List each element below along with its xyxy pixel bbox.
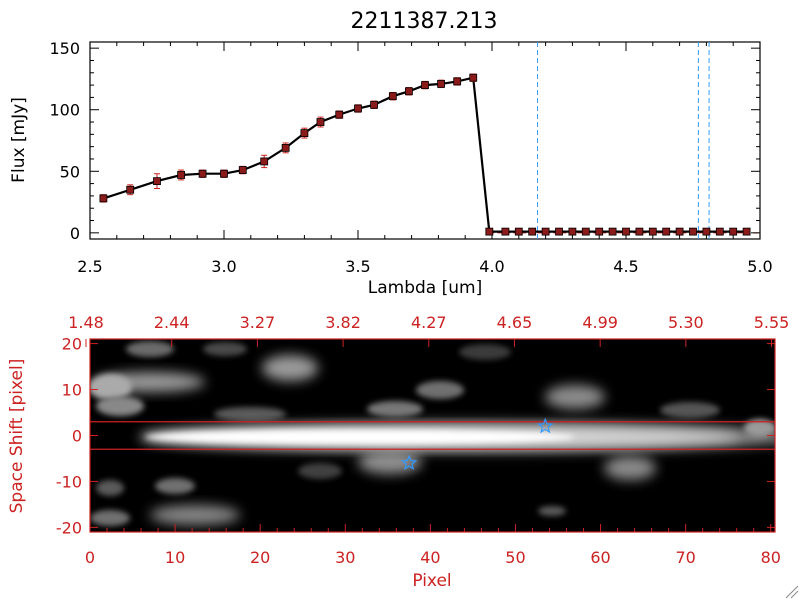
flux-point: [177, 171, 186, 179]
top-axis-ticks: 2.5 3.0 3.5 4.0 4.5 5.0 0 50 100 150: [49, 39, 772, 276]
top-x-tick-label: 4.0: [479, 257, 504, 276]
flux-point: [608, 227, 617, 236]
top-x-axis-label: Lambda [um]: [368, 278, 482, 298]
flux-point: [595, 227, 604, 236]
flux-point: [528, 227, 537, 236]
top-x-tick-label: 3.0: [211, 257, 236, 276]
bottom-x-tick-label: 50: [505, 548, 525, 567]
star-marker: [400, 454, 418, 471]
image-emission: [90, 341, 775, 526]
flux-point: [555, 227, 563, 236]
flux-point: [260, 157, 269, 166]
bottom-y-tick-label: -20: [56, 518, 82, 537]
bottom-x-axis-label: Pixel: [412, 571, 451, 591]
top-y-tick-label: 150: [49, 39, 80, 58]
top-wavelength-tick-label: 2.44: [154, 313, 190, 332]
top-plot-frame: [89, 41, 761, 240]
extraction-aperture-lines: [90, 421, 775, 450]
top-x-tick-label: 3.5: [345, 257, 370, 276]
bottom-y-tick-label: 20: [62, 335, 82, 354]
flux-point: [469, 73, 478, 82]
flux-point: [568, 227, 577, 236]
bottom-x-tick-label: 40: [420, 548, 440, 567]
bottom-y-tick-label: -10: [56, 472, 82, 491]
star-marker: [536, 417, 554, 434]
top-wavelength-tick-label: 3.82: [325, 313, 361, 332]
flux-point: [541, 227, 550, 236]
flux-point: [622, 227, 630, 236]
top-x-tick-label: 4.5: [613, 257, 638, 276]
flux-point: [300, 129, 309, 138]
flux-point: [220, 169, 228, 178]
flux-point: [501, 227, 510, 236]
top-y-tick-label: 100: [49, 101, 80, 120]
flux-point: [742, 227, 751, 236]
flux-point: [405, 87, 413, 96]
top-y-tick-label: 50: [60, 162, 80, 181]
flux-point: [437, 79, 445, 88]
top-wavelength-tick-label: 1.48: [68, 313, 104, 332]
flux-point: [662, 227, 671, 236]
flux-point: [388, 92, 397, 101]
flux-point: [421, 81, 429, 89]
flux-line: [103, 76, 747, 233]
top-y-tick-label: 0: [70, 224, 80, 243]
flux-point: [635, 227, 644, 236]
flux-point: [485, 227, 494, 236]
bottom-x-tick-label: 0: [85, 548, 95, 567]
bottom-y-axis-label: Space Shift [pixel]: [7, 359, 27, 514]
top-wavelength-tick-label: 5.55: [754, 313, 790, 332]
flux-point: [453, 77, 462, 86]
top-wavelength-tick-label: 5.30: [668, 313, 704, 332]
star-markers: [400, 417, 554, 471]
flux-point: [281, 143, 290, 152]
flux-point: [153, 177, 161, 186]
bottom-x-tick-label: 10: [165, 548, 185, 567]
bottom-x-tick-label: 60: [590, 548, 610, 567]
top-wavelength-tick-label: 4.99: [582, 313, 618, 332]
chart-title: 2211387.213: [351, 9, 498, 34]
flux-point: [729, 227, 738, 236]
top-wavelength-markers: [537, 42, 710, 239]
flux-point: [335, 110, 344, 119]
flux-point: [370, 100, 378, 109]
flux-point: [702, 227, 711, 236]
bottom-y-tick-label: 10: [62, 381, 82, 400]
resize-grip-icon[interactable]: [785, 585, 799, 599]
top-wavelength-tick-label: 4.27: [411, 313, 447, 332]
top-x-tick-label: 5.0: [747, 257, 772, 276]
bottom-x-tick-label: 30: [335, 548, 355, 567]
bottom-axis-ticks: 0 10 20 30 40 50 60 70 80 1.48 2.44 3.27 3.82 4.27 4.6…: [56, 313, 790, 567]
flux-point: [126, 185, 135, 194]
flux-point: [514, 227, 523, 236]
flux-point: [675, 227, 684, 236]
bottom-x-tick-label: 70: [675, 548, 695, 567]
top-flux-series: [99, 73, 751, 236]
top-x-tick-label: 2.5: [77, 257, 102, 276]
top-y-axis-label: Flux [mJy]: [9, 97, 29, 183]
flux-point: [581, 227, 590, 236]
top-wavelength-tick-label: 3.27: [240, 313, 276, 332]
flux-point: [715, 227, 724, 236]
top-wavelength-tick-label: 4.65: [497, 313, 533, 332]
flux-point: [689, 227, 697, 236]
flux-point: [198, 169, 207, 178]
flux-point: [648, 227, 657, 236]
flux-point: [99, 194, 108, 203]
bottom-x-tick-label: 80: [761, 548, 781, 567]
flux-point: [354, 104, 362, 113]
bottom-y-tick-label: 0: [72, 427, 82, 446]
flux-point: [238, 166, 247, 174]
flux-point: [316, 118, 325, 126]
bottom-x-tick-label: 20: [250, 548, 270, 567]
